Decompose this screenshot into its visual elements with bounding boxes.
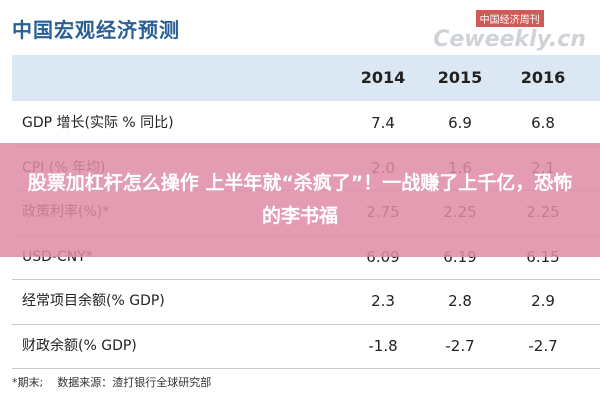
- row-separator: [12, 279, 600, 280]
- cell-value: 2.8: [448, 292, 472, 310]
- watermark-brand: 中国经济周刊: [475, 10, 544, 27]
- column-header: 2014: [360, 68, 406, 87]
- cell-value: 7.4: [371, 114, 395, 132]
- header-band: [12, 55, 600, 101]
- cell-value: 6.9: [448, 114, 472, 132]
- cell-value: -2.7: [528, 336, 558, 355]
- column-header: 2016: [520, 68, 566, 87]
- cell-value: 2.9: [531, 292, 555, 310]
- cell-value: 2.3: [371, 292, 395, 310]
- cell-value: -1.8: [368, 336, 398, 355]
- row-label: GDP 增长(实际 % 同比): [22, 115, 174, 131]
- footnote: *期末; 数据来源：渣打银行全球研究部: [12, 376, 212, 389]
- row-separator: [12, 323, 600, 325]
- cell-value: 6.8: [531, 114, 555, 132]
- row-label: 经常项目余额(% GDP): [22, 293, 165, 309]
- headline: 股票加杠杆怎么操作 上半年就“杀疯了”！一战赚了上千亿，恐怖的李书福: [27, 172, 573, 227]
- row-label: 财政余额(% GDP): [22, 337, 137, 354]
- overlay-banner: 股票加杠杆怎么操作 上半年就“杀疯了”！一战赚了上千亿，恐怖的李书福: [0, 143, 600, 257]
- row-separator: [12, 368, 600, 369]
- cell-value: -2.7: [445, 336, 475, 355]
- title: 中国宏观经济预测: [12, 18, 180, 42]
- watermark-site: Ceweekly.cn: [433, 27, 586, 52]
- watermark: 中国经济周刊 Ceweekly.cn: [433, 8, 586, 52]
- column-header: 2015: [437, 68, 483, 87]
